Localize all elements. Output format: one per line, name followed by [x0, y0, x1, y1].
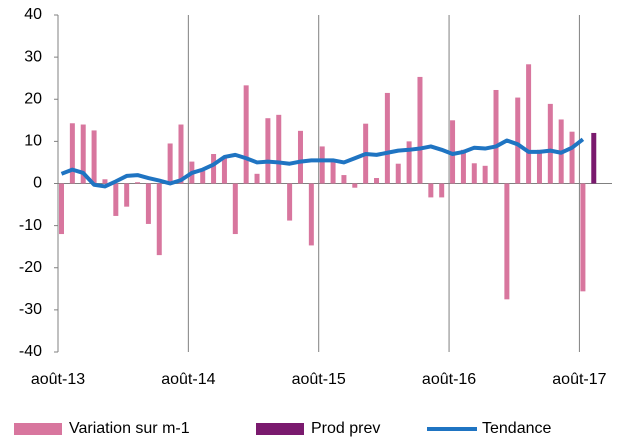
- bar: [232, 183, 238, 235]
- bar: [69, 123, 75, 184]
- bar: [384, 92, 390, 184]
- y-tick-label: -40: [19, 343, 42, 360]
- y-tick-label: -30: [19, 301, 42, 318]
- bar: [591, 132, 597, 184]
- y-tick-label: 10: [24, 133, 42, 150]
- bar: [352, 183, 358, 188]
- x-tick-label: août-13: [31, 371, 85, 388]
- legend-label: Variation sur m-1: [69, 420, 190, 437]
- bar: [254, 173, 260, 184]
- bar: [221, 158, 227, 184]
- bar: [80, 124, 86, 184]
- bar: [124, 183, 130, 207]
- trend-line: [60, 137, 585, 189]
- x-tick-label: août-15: [292, 371, 346, 388]
- bar: [341, 175, 347, 184]
- bar: [526, 64, 532, 184]
- bar: [580, 183, 586, 292]
- bar: [200, 170, 206, 184]
- legend-swatch: [256, 423, 304, 435]
- y-tick-label: 0: [33, 175, 42, 192]
- y-tick-label: 20: [24, 90, 42, 107]
- bar: [113, 183, 119, 216]
- bar: [211, 154, 217, 184]
- x-tick-label: août-17: [552, 371, 606, 388]
- bar: [178, 124, 184, 184]
- bar: [515, 97, 521, 184]
- bar: [330, 160, 336, 184]
- bar: [297, 130, 303, 184]
- bar: [504, 183, 510, 300]
- bar: [91, 130, 97, 184]
- bar: [265, 118, 271, 184]
- bar: [276, 114, 282, 184]
- y-tick-label: 30: [24, 48, 42, 65]
- bar: [493, 89, 499, 184]
- x-tick-label: août-16: [422, 371, 476, 388]
- bar: [395, 163, 401, 184]
- bar: [308, 183, 314, 246]
- bar: [135, 182, 141, 184]
- bar: [319, 146, 325, 184]
- bar: [471, 163, 477, 184]
- bar: [59, 183, 64, 235]
- bar: [243, 85, 249, 184]
- legend-swatch: [14, 423, 62, 435]
- bar: [439, 183, 445, 198]
- bar: [102, 179, 108, 184]
- y-tick-label: 40: [24, 6, 42, 23]
- bar: [167, 143, 173, 184]
- y-tick-label: -10: [19, 217, 42, 234]
- bar: [287, 183, 293, 221]
- y-tick-label: -20: [19, 259, 42, 276]
- bar: [374, 178, 380, 184]
- bar: [547, 103, 553, 184]
- bar: [417, 76, 423, 184]
- bar: [406, 141, 412, 184]
- bar: [428, 183, 434, 198]
- bar: [145, 183, 151, 224]
- bar: [536, 149, 542, 184]
- bar: [569, 131, 575, 184]
- legend-label: Tendance: [482, 420, 551, 437]
- x-tick-label: août-14: [161, 371, 215, 388]
- bar: [460, 149, 466, 184]
- bar: [482, 165, 488, 184]
- bar: [156, 183, 162, 256]
- legend-label: Prod prev: [311, 420, 380, 437]
